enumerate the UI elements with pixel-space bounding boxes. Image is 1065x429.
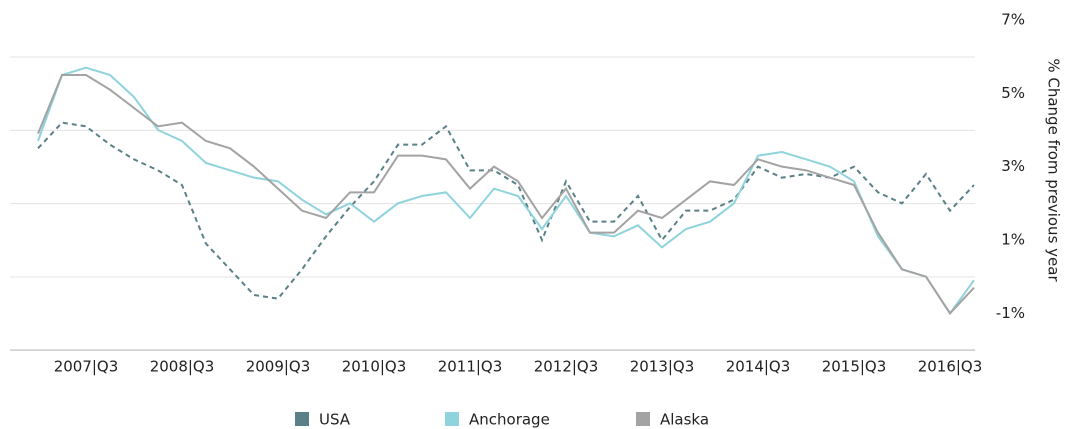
- line-series: [37, 74, 975, 315]
- legend-swatch: [636, 412, 650, 426]
- legend-label: USA: [319, 411, 351, 429]
- x-tick-label: 2010|Q3: [342, 358, 407, 376]
- x-tick-label: 2009|Q3: [246, 358, 311, 376]
- line-series: [37, 121, 975, 300]
- x-tick-label: 2015|Q3: [822, 358, 887, 376]
- y-tick-label: 5%: [1001, 84, 1025, 102]
- x-tick-label: 2007|Q3: [54, 358, 119, 376]
- y-tick-label: -1%: [996, 304, 1025, 322]
- x-tick-label: 2011|Q3: [438, 358, 503, 376]
- x-tick-label: 2016|Q3: [918, 358, 983, 376]
- line-series: [37, 66, 975, 316]
- x-tick-label: 2012|Q3: [534, 358, 599, 376]
- legend-label: Alaska: [660, 411, 709, 429]
- y-tick-label: 3%: [1001, 157, 1025, 175]
- y-tick-label: 1%: [1001, 231, 1025, 249]
- x-tick-label: 2014|Q3: [726, 358, 791, 376]
- x-tick-label: 2008|Q3: [150, 358, 215, 376]
- y-tick-label: 7%: [1001, 11, 1025, 29]
- legend-swatch: [445, 412, 459, 426]
- y-axis-label: % Change from previous year: [1045, 58, 1063, 282]
- legend-swatch: [295, 412, 309, 426]
- legend-label: Anchorage: [469, 411, 550, 429]
- x-tick-label: 2013|Q3: [630, 358, 695, 376]
